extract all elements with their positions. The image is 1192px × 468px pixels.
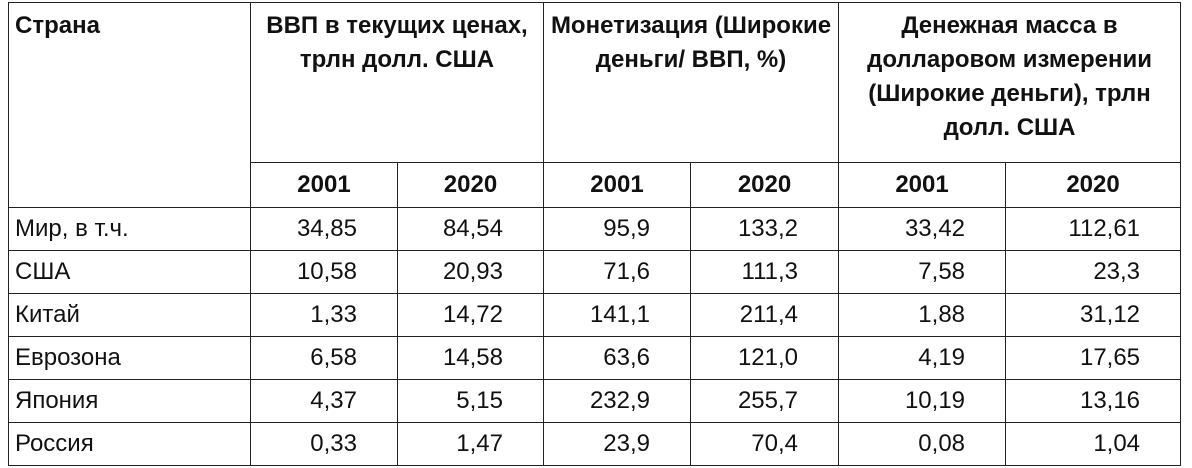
row-label: США bbox=[8, 250, 251, 294]
group-header: Монетизация (Широкие деньги/ ВВП, %) bbox=[542, 2, 840, 163]
row-label: Еврозона bbox=[8, 336, 251, 380]
column-header: Страна bbox=[8, 2, 251, 208]
cell: 10,19 bbox=[838, 379, 1007, 423]
cell: 31,12 bbox=[1005, 293, 1182, 337]
cell: 112,61 bbox=[1005, 207, 1182, 251]
cell: 4,19 bbox=[838, 336, 1007, 380]
row-label: Мир, в т.ч. bbox=[8, 207, 251, 251]
cell: 0,08 bbox=[838, 422, 1007, 466]
row-label: Китай bbox=[8, 293, 251, 337]
cell: 0,33 bbox=[250, 422, 398, 466]
header-row: Страна ВВП в текущих ценах, трлн долл. С… bbox=[8, 2, 1182, 208]
group-header: Денежная масса в долларовом измерении (Ш… bbox=[838, 2, 1182, 163]
year-header: 2001 bbox=[250, 162, 398, 208]
row-label: Япония bbox=[8, 379, 251, 423]
cell: 33,42 bbox=[838, 207, 1007, 251]
table-row: Россия 0,33 1,47 23,9 70,4 0,08 1,04 bbox=[8, 422, 1182, 466]
cell: 1,47 bbox=[397, 422, 544, 466]
cell: 23,9 bbox=[543, 422, 691, 466]
cell: 20,93 bbox=[397, 250, 544, 294]
cell: 63,6 bbox=[543, 336, 691, 380]
cell: 70,4 bbox=[689, 422, 840, 466]
table-row: Еврозона 6,58 14,58 63,6 121,0 4,19 17,65 bbox=[8, 336, 1182, 380]
cell: 1,88 bbox=[838, 293, 1007, 337]
cell: 6,58 bbox=[250, 336, 398, 380]
data-table: Страна ВВП в текущих ценах, трлн долл. С… bbox=[8, 2, 1182, 466]
cell: 23,3 bbox=[1005, 250, 1182, 294]
cell: 34,85 bbox=[250, 207, 398, 251]
cell: 14,72 bbox=[397, 293, 544, 337]
cell: 84,54 bbox=[397, 207, 544, 251]
cell: 111,3 bbox=[689, 250, 840, 294]
cell: 7,58 bbox=[838, 250, 1007, 294]
cell: 5,15 bbox=[397, 379, 544, 423]
cell: 95,9 bbox=[543, 207, 691, 251]
cell: 1,33 bbox=[250, 293, 398, 337]
cell: 133,2 bbox=[689, 207, 840, 251]
row-label: Россия bbox=[8, 422, 251, 466]
year-header: 2020 bbox=[1005, 162, 1182, 208]
cell: 10,58 bbox=[250, 250, 398, 294]
cell: 71,6 bbox=[543, 250, 691, 294]
year-header: 2020 bbox=[689, 162, 840, 208]
cell: 141,1 bbox=[543, 293, 691, 337]
table-row: США 10,58 20,93 71,6 111,3 7,58 23,3 bbox=[8, 250, 1182, 294]
year-header: 2020 bbox=[397, 162, 544, 208]
year-header: 2001 bbox=[543, 162, 691, 208]
cell: 211,4 bbox=[689, 293, 840, 337]
year-header: 2001 bbox=[838, 162, 1007, 208]
table-row: Япония 4,37 5,15 232,9 255,7 10,19 13,16 bbox=[8, 379, 1182, 423]
cell: 121,0 bbox=[689, 336, 840, 380]
group-header: ВВП в текущих ценах, трлн долл. США bbox=[250, 2, 544, 163]
cell: 14,58 bbox=[397, 336, 544, 380]
cell: 232,9 bbox=[543, 379, 691, 423]
cell: 4,37 bbox=[250, 379, 398, 423]
table-body: Мир, в т.ч. 34,85 84,54 95,9 133,2 33,42 112,6… bbox=[8, 207, 1182, 466]
cell: 13,16 bbox=[1005, 379, 1182, 423]
table-row: Мир, в т.ч. 34,85 84,54 95,9 133,2 33,42 112,6… bbox=[8, 207, 1182, 251]
cell: 17,65 bbox=[1005, 336, 1182, 380]
cell: 255,7 bbox=[689, 379, 840, 423]
table-row: Китай 1,33 14,72 141,1 211,4 1,88 31,12 bbox=[8, 293, 1182, 337]
cell: 1,04 bbox=[1005, 422, 1182, 466]
